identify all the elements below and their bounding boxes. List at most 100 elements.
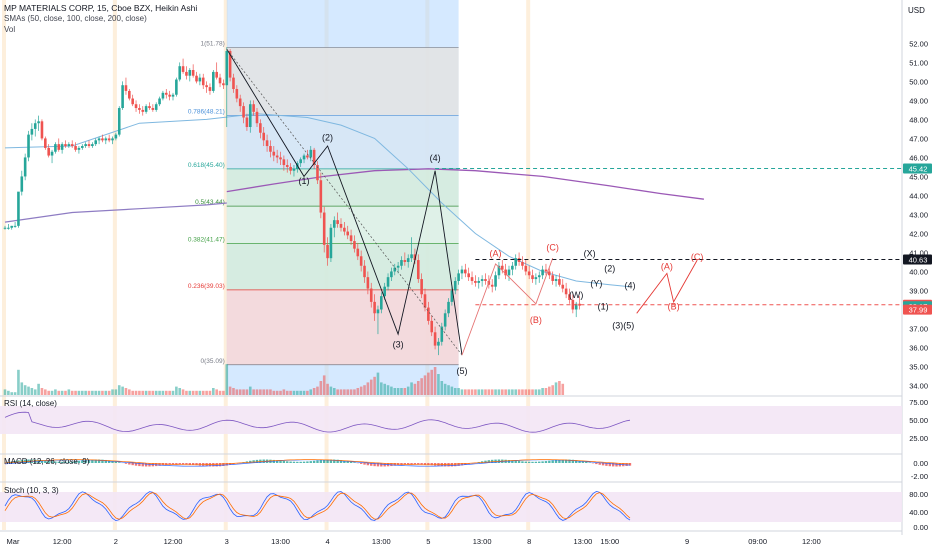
candle-body — [245, 117, 249, 128]
volume-bar — [504, 389, 507, 395]
candle-body — [212, 71, 215, 91]
volume-bar — [215, 389, 218, 395]
volume-bar — [410, 382, 413, 395]
candle-body — [77, 147, 81, 150]
volume-bar — [551, 385, 554, 395]
volume-bar — [232, 388, 235, 395]
candle-body — [339, 223, 343, 228]
macd-bar — [336, 459, 339, 463]
candle-body — [275, 155, 279, 158]
volume-bar — [349, 389, 353, 395]
wave-label-13: (4) — [624, 281, 635, 291]
candle-body — [544, 269, 548, 272]
volume-bar — [440, 381, 444, 395]
macd-bar — [222, 463, 225, 466]
candle-body — [255, 111, 259, 124]
volume-legend: Vol — [4, 25, 16, 34]
volume-bar — [124, 388, 128, 395]
volume-bar — [33, 389, 37, 395]
macd-bar — [57, 461, 60, 463]
macd-bar — [450, 463, 454, 467]
volume-bar — [527, 389, 531, 395]
candle-body — [161, 92, 165, 99]
volume-bar — [17, 369, 20, 395]
macd-bar — [359, 463, 363, 464]
macd-bar — [353, 462, 356, 463]
candle-body — [460, 269, 464, 274]
candle-body — [57, 144, 61, 150]
macd-bar — [114, 461, 118, 463]
candle-body — [369, 288, 373, 302]
macd-bar — [141, 463, 144, 467]
macd-bar — [571, 459, 575, 463]
stoch-k-line — [4, 490, 631, 522]
volume-bar — [319, 381, 323, 395]
volume-bar — [201, 390, 205, 395]
volume-bar — [359, 386, 363, 395]
candle-body — [356, 248, 360, 257]
volume-bar — [500, 389, 504, 395]
macd-bar — [191, 463, 195, 465]
volume-bar — [37, 383, 40, 395]
volume-bar — [376, 372, 380, 395]
volume-bar — [490, 389, 494, 395]
candle-body — [23, 157, 27, 177]
volume-bar — [541, 388, 544, 395]
candle-body — [470, 277, 474, 281]
volume-bar — [544, 388, 548, 395]
volume-bar — [282, 389, 286, 395]
candle-body — [427, 307, 430, 321]
volume-bar — [406, 386, 410, 395]
fib-zone-4 — [226, 243, 459, 290]
candle-body — [312, 149, 316, 166]
candle-body — [329, 227, 333, 259]
candle-body — [91, 144, 94, 147]
candle-body — [128, 90, 131, 99]
wave-label-5: (A) — [490, 248, 502, 258]
volume-bar — [433, 367, 437, 395]
volume-bar — [94, 390, 98, 395]
volume-bar — [356, 388, 360, 395]
time-tick-4: 3 — [225, 537, 229, 546]
price-tick-label-10: 42.00 — [909, 229, 928, 238]
candle-body — [30, 128, 34, 135]
macd-bar — [524, 461, 527, 463]
wave-label-0: (1) — [299, 176, 310, 186]
macd-bar — [561, 459, 564, 463]
fib-zone-1 — [226, 115, 459, 169]
volume-bar — [30, 388, 34, 395]
volume-bar — [514, 389, 518, 395]
macd-bar — [487, 460, 491, 463]
candle-body — [457, 273, 460, 281]
time-tick-8: 5 — [426, 537, 430, 546]
macd-bar — [225, 463, 228, 466]
price-badge-4 — [903, 304, 932, 315]
volume-bar — [111, 389, 114, 395]
macd-bar — [370, 463, 373, 466]
volume-bar — [430, 369, 434, 395]
macd-bar — [178, 463, 181, 465]
candle-body — [554, 279, 558, 281]
macd-bar — [339, 460, 343, 463]
candle-body — [13, 225, 17, 227]
volume-bar — [154, 390, 158, 395]
candle-body — [222, 83, 225, 86]
wave-trend-dotted-line — [226, 48, 463, 356]
macd-bar — [50, 461, 54, 463]
macd-bar — [272, 459, 275, 463]
candle-body — [396, 265, 400, 268]
candle-body — [238, 98, 242, 107]
candle-body — [336, 220, 339, 224]
candle-body — [507, 269, 511, 276]
volume-bar — [457, 388, 460, 395]
macd-bar — [517, 461, 521, 463]
volume-bar — [208, 390, 212, 395]
macd-bar — [575, 460, 578, 463]
macd-bar — [430, 463, 433, 466]
elliott-wave-impulse-path — [226, 48, 463, 356]
volume-bar — [477, 389, 481, 395]
macd-bar — [228, 463, 232, 465]
volume-bar — [40, 388, 44, 395]
candle-body — [168, 94, 171, 97]
